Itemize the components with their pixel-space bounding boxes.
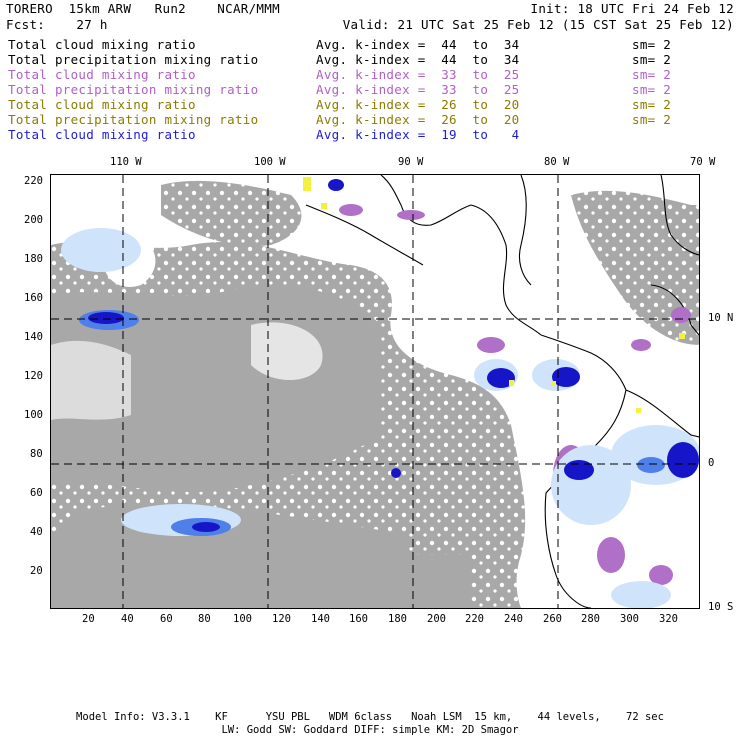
valid-time: Valid: 21 UTC Sat 25 Feb 12 (15 CST Sat … — [342, 17, 734, 32]
x-tick-label: 40 — [121, 613, 134, 625]
x-tick-label: 320 — [659, 613, 678, 625]
y-tick-label: 180 — [24, 253, 43, 265]
field-name: Total cloud mixing ratio — [8, 37, 196, 52]
model-info: Model Info: V3.3.1 KF YSU PBL WDM 6class… — [76, 711, 664, 723]
y-tick-label: 220 — [24, 175, 43, 187]
x-tick-label: 160 — [349, 613, 368, 625]
lon-label-110w: 110 W — [110, 156, 142, 168]
lat-label-0: 0 — [708, 457, 715, 469]
field-kindex: Avg. k-index = 26 to 20 — [316, 112, 520, 127]
y-tick-label: 120 — [24, 370, 43, 382]
field-smoothing: sm= 2 — [632, 97, 672, 112]
field-smoothing: sm= 2 — [632, 82, 672, 97]
x-tick-label: 300 — [620, 613, 639, 625]
field-smoothing: sm= 2 — [632, 67, 672, 82]
x-tick-label: 20 — [82, 613, 95, 625]
run-title: TORERO 15km ARW Run2 NCAR/MMM — [6, 1, 280, 16]
x-tick-label: 180 — [388, 613, 407, 625]
forecast-hour: Fcst: 27 h — [6, 17, 108, 32]
coastline — [305, 175, 699, 608]
field-smoothing: sm= 2 — [632, 52, 672, 67]
field-name: Total precipitation mixing ratio — [8, 112, 259, 127]
y-tick-label: 100 — [24, 409, 43, 421]
lon-label-80w: 80 W — [544, 156, 570, 168]
field-kindex: Avg. k-index = 44 to 34 — [316, 52, 520, 67]
x-tick-label: 120 — [272, 613, 291, 625]
latlon-grid — [51, 175, 699, 608]
field-name: Total cloud mixing ratio — [8, 97, 196, 112]
y-tick-label: 40 — [30, 526, 43, 538]
precip-yellow — [303, 177, 685, 413]
cloud-dark-blue — [79, 179, 699, 536]
y-tick-label: 160 — [24, 292, 43, 304]
y-tick-label: 200 — [24, 214, 43, 226]
y-tick-label: 80 — [30, 448, 43, 460]
field-smoothing: sm= 2 — [632, 37, 672, 52]
x-tick-label: 260 — [543, 613, 562, 625]
x-tick-label: 280 — [581, 613, 600, 625]
field-name: Total precipitation mixing ratio — [8, 52, 259, 67]
lon-label-70w: 70 W — [690, 156, 716, 168]
field-name: Total cloud mixing ratio — [8, 67, 196, 82]
field-kindex: Avg. k-index = 33 to 25 — [316, 67, 520, 82]
y-tick-label: 140 — [24, 331, 43, 343]
lon-label-100w: 100 W — [254, 156, 286, 168]
y-tick-label: 20 — [30, 565, 43, 577]
x-tick-label: 100 — [233, 613, 252, 625]
init-time: Init: 18 UTC Fri 24 Feb 12 — [530, 1, 734, 16]
field-name: Total precipitation mixing ratio — [8, 82, 259, 97]
field-kindex: Avg. k-index = 19 to 4 — [316, 127, 520, 142]
x-tick-label: 80 — [198, 613, 211, 625]
y-tick-label: 60 — [30, 487, 43, 499]
x-tick-label: 60 — [160, 613, 173, 625]
physics-info: LW: Godd SW: Goddard DIFF: simple KM: 2D… — [221, 724, 519, 736]
map-canvas — [51, 175, 699, 608]
field-kindex: Avg. k-index = 26 to 20 — [316, 97, 520, 112]
field-name: Total cloud mixing ratio — [8, 127, 196, 142]
map-panel — [50, 174, 700, 609]
x-tick-label: 200 — [427, 613, 446, 625]
x-tick-label: 140 — [311, 613, 330, 625]
x-tick-label: 220 — [465, 613, 484, 625]
field-kindex: Avg. k-index = 33 to 25 — [316, 82, 520, 97]
lat-label-10n: 10 N — [708, 312, 734, 324]
x-tick-label: 240 — [504, 613, 523, 625]
field-smoothing: sm= 2 — [632, 112, 672, 127]
field-kindex: Avg. k-index = 44 to 34 — [316, 37, 520, 52]
lat-label-10s: 10 S — [708, 601, 734, 613]
lon-label-90w: 90 W — [398, 156, 424, 168]
